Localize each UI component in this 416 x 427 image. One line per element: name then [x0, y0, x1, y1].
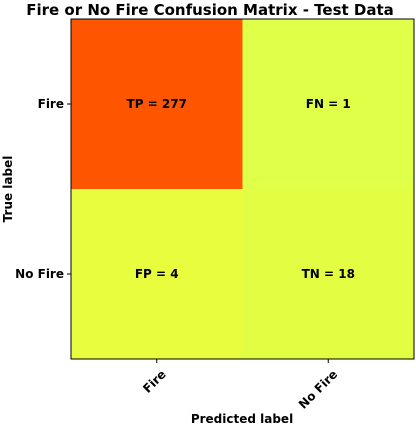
x-tick-label: No Fire — [296, 367, 340, 411]
y-tick-label: Fire — [38, 97, 64, 111]
cell-fp-label: FP = 4 — [135, 267, 179, 281]
cell-fp — [71, 189, 243, 359]
plot-frame — [70, 18, 415, 360]
cell-tp-label: TP = 277 — [127, 97, 187, 111]
cell-tn-label: TN = 18 — [302, 267, 355, 281]
cell-fn — [242, 19, 414, 189]
heatmap-cells: TP = 277 FN = 1 FP = 4 TN = 18 — [71, 19, 414, 359]
x-axis-label: Predicted label — [191, 412, 293, 426]
chart-title: Fire or No Fire Confusion Matrix - Test … — [26, 1, 394, 19]
cell-tn — [242, 189, 414, 359]
y-axis-label: True label — [1, 156, 15, 223]
cell-tp — [71, 19, 243, 189]
y-tick-label: No Fire — [15, 267, 64, 281]
x-tick-label: Fire — [140, 367, 169, 396]
cell-fn-label: FN = 1 — [306, 97, 351, 111]
